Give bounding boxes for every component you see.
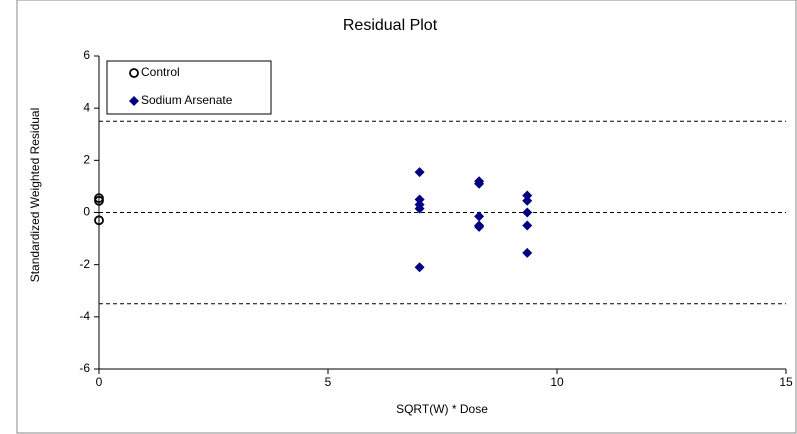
x-tick-label: 5	[325, 375, 332, 389]
y-tick-label: -6	[79, 361, 90, 375]
y-axis-label: Standardized Weighted Residual	[28, 108, 42, 283]
y-tick-label: -4	[79, 309, 90, 323]
point	[414, 203, 425, 214]
point	[474, 211, 485, 222]
point	[522, 247, 533, 258]
legend-label: Sodium Arsenate	[141, 93, 233, 107]
point	[414, 194, 425, 205]
y-tick-label: -2	[79, 257, 90, 271]
chart-title: Residual Plot	[343, 17, 438, 34]
y-tick-label: 6	[83, 48, 90, 62]
y-tick-label: 2	[83, 153, 90, 167]
point	[522, 207, 533, 218]
point	[474, 178, 485, 189]
x-tick-label: 15	[779, 375, 793, 389]
x-tick-label: 0	[96, 375, 103, 389]
chart-frame	[16, 0, 797, 434]
legend-marker	[129, 96, 139, 106]
point	[414, 167, 425, 178]
x-axis-label: SQRT(W) * Dose	[396, 402, 488, 416]
legend-label: Control	[141, 65, 180, 79]
point	[522, 190, 533, 201]
x-tick-label: 10	[550, 375, 564, 389]
legend-marker	[129, 68, 139, 78]
point	[522, 195, 533, 206]
point	[414, 262, 425, 273]
point	[474, 221, 485, 232]
y-tick-label: 4	[83, 100, 90, 114]
point	[94, 195, 104, 206]
y-tick-label: 0	[83, 205, 90, 219]
point	[94, 215, 104, 226]
point	[522, 220, 533, 231]
